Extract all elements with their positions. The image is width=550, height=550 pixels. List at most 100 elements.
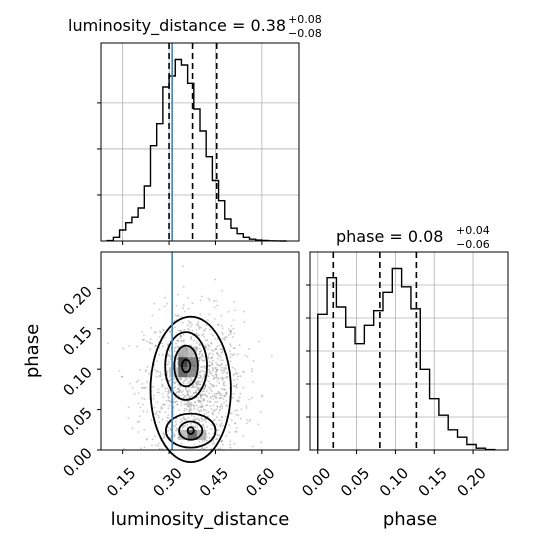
sample-point — [186, 392, 189, 395]
sample-point — [190, 395, 192, 398]
sample-point — [236, 372, 239, 375]
sample-point — [177, 340, 180, 343]
sample-point — [162, 396, 165, 398]
sample-point — [154, 413, 157, 415]
sample-point — [175, 423, 178, 426]
sample-point — [232, 347, 235, 349]
sample-point — [252, 381, 254, 383]
sample-point — [195, 323, 198, 326]
sample-point — [162, 432, 165, 435]
sample-point — [218, 419, 221, 422]
sample-point — [201, 354, 204, 357]
sample-point — [198, 387, 200, 389]
sample-point — [133, 393, 136, 395]
sample-point — [215, 408, 218, 410]
sample-point — [212, 350, 215, 352]
sample-point — [162, 345, 164, 348]
sample-point — [161, 393, 164, 395]
sample-point — [175, 381, 177, 384]
sample-point — [210, 390, 213, 393]
contour-line — [181, 358, 192, 374]
sample-point — [196, 334, 199, 337]
sample-point — [204, 344, 207, 347]
sample-point — [234, 422, 237, 425]
y-tick-label: 0.05 — [59, 404, 95, 440]
sample-point — [168, 355, 170, 357]
sample-point — [199, 350, 201, 353]
sample-point — [226, 393, 228, 396]
sample-point — [240, 408, 243, 410]
sample-point — [190, 422, 193, 425]
sample-point — [162, 329, 164, 332]
sample-point — [201, 405, 204, 408]
sample-point — [176, 315, 178, 317]
sample-point — [223, 370, 226, 373]
sample-point — [146, 380, 149, 383]
sample-point — [166, 394, 169, 397]
sample-point — [211, 353, 214, 356]
sample-point — [212, 300, 215, 303]
sample-point — [180, 335, 182, 338]
sample-point — [182, 381, 185, 384]
sample-point — [161, 383, 164, 386]
sample-point — [197, 382, 200, 384]
sample-point — [242, 370, 244, 373]
sample-point — [233, 385, 236, 388]
sample-point — [199, 383, 201, 386]
sample-point — [200, 295, 203, 298]
sample-point — [174, 396, 177, 399]
sample-point — [185, 402, 188, 405]
sample-point — [209, 371, 212, 374]
sample-point — [235, 384, 238, 387]
sample-point — [211, 412, 214, 415]
sample-point — [182, 390, 184, 392]
sample-point — [182, 424, 185, 427]
sample-point — [221, 424, 224, 427]
sample-point — [193, 405, 196, 408]
sample-point — [221, 407, 224, 410]
sample-point — [214, 397, 217, 399]
sample-point — [181, 391, 183, 394]
sample-point — [197, 399, 200, 401]
sample-point — [201, 378, 204, 380]
sample-point — [211, 364, 213, 366]
sample-point — [209, 405, 212, 408]
sample-point — [199, 401, 202, 404]
phase-y-ticks: 0.00 0.05 0.10 0.15 0.20 — [59, 282, 95, 480]
sample-point — [222, 377, 224, 380]
sample-point — [215, 416, 218, 419]
sample-point — [180, 401, 183, 404]
sample-point — [199, 396, 202, 399]
luminosity-distance-histogram-frame — [100, 42, 300, 242]
sample-point — [216, 363, 219, 366]
sample-point — [187, 405, 190, 408]
sample-point — [197, 418, 200, 421]
x-tick-label: 0.15 — [415, 464, 451, 500]
sample-point — [220, 422, 223, 425]
sample-point — [206, 375, 209, 377]
sample-point — [224, 339, 226, 341]
sample-point — [163, 336, 166, 339]
sample-point — [193, 386, 195, 388]
sample-point — [211, 443, 214, 445]
phase-x-ticks: 0.00 0.05 0.10 0.15 0.20 — [298, 464, 490, 500]
sample-point — [200, 409, 202, 411]
sample-point — [186, 424, 189, 426]
sample-point — [239, 418, 242, 420]
sample-point — [193, 443, 196, 445]
sample-point — [200, 359, 203, 361]
sample-point — [197, 374, 200, 376]
sample-point — [220, 441, 223, 443]
sample-point — [189, 379, 192, 382]
sample-point — [224, 388, 226, 391]
sample-point — [208, 299, 211, 302]
sample-point — [189, 408, 191, 410]
sample-point — [204, 327, 207, 330]
sample-point — [218, 364, 220, 367]
sample-point — [174, 314, 177, 316]
sample-point — [229, 360, 232, 363]
sample-point — [149, 338, 152, 341]
sample-point — [232, 327, 235, 330]
sample-point — [248, 398, 251, 401]
sample-point — [203, 387, 206, 390]
